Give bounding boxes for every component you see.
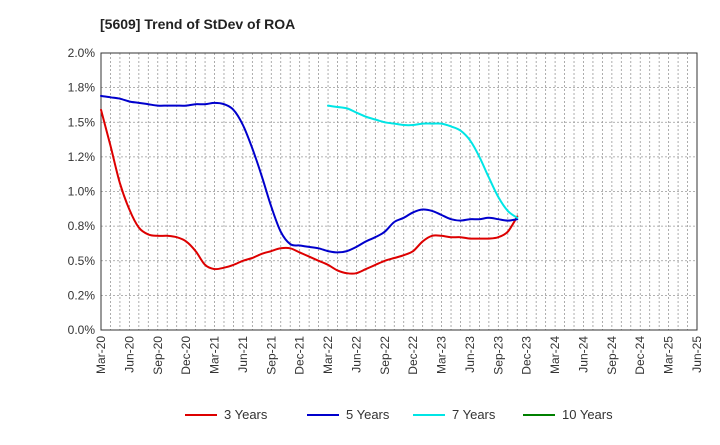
x-tick-label: Mar-21	[208, 336, 222, 374]
legend-label-7-years: 7 Years	[452, 407, 496, 422]
y-tick-label: 0.5%	[68, 254, 96, 268]
y-tick-label: 1.5%	[68, 115, 96, 129]
x-tick-label: Mar-22	[321, 336, 335, 374]
grid-layer	[100, 52, 698, 331]
y-tick-label: 2.0%	[68, 46, 96, 60]
axis-layer: 0.0% 0.2% 0.5% 0.8% 1.0% 1.2% 1.5% 1.8% 2.0% Mar-…	[68, 46, 704, 375]
series-line-5-years	[100, 94, 519, 254]
series-line-3-years	[100, 108, 519, 275]
y-tick-label: 1.8%	[68, 81, 96, 95]
y-tick-label: 0.0%	[68, 323, 96, 337]
x-tick-label: Jun-21	[236, 336, 250, 373]
legend-label-5-years: 5 Years	[346, 407, 390, 422]
series-layer	[100, 94, 519, 275]
x-tick-label: Sep-21	[264, 336, 278, 375]
x-tick-label: Sep-20	[151, 336, 165, 375]
x-tick-label: Dec-22	[406, 336, 420, 375]
x-tick-label: Mar-25	[662, 336, 676, 374]
legend-label-10-years: 10 Years	[562, 407, 613, 422]
x-tick-label: Dec-20	[179, 336, 193, 375]
series-line-7-years	[327, 104, 519, 219]
x-tick-label: Jun-20	[122, 336, 136, 373]
x-tick-label: Mar-24	[548, 336, 562, 374]
x-tick-label: Mar-23	[435, 336, 449, 374]
x-tick-label: Dec-23	[520, 336, 534, 375]
y-tick-label: 1.2%	[68, 150, 96, 164]
y-tick-label: 1.0%	[68, 185, 96, 199]
legend: 3 Years 5 Years 7 Years 10 Years	[185, 407, 613, 422]
x-tick-label: Sep-23	[491, 336, 505, 375]
x-tick-label: Dec-24	[633, 336, 647, 375]
x-tick-label: Sep-22	[378, 336, 392, 375]
x-tick-label: Jun-24	[576, 336, 590, 373]
legend-label-3-years: 3 Years	[224, 407, 268, 422]
x-tick-label: Jun-23	[463, 336, 477, 373]
x-tick-label: Mar-20	[94, 336, 108, 374]
chart-title: [5609] Trend of StDev of ROA	[100, 16, 295, 32]
plot-border	[100, 52, 698, 331]
x-tick-label: Dec-21	[293, 336, 307, 375]
x-tick-label: Jun-22	[349, 336, 363, 373]
y-tick-label: 0.8%	[68, 219, 96, 233]
x-tick-label: Jun-25	[690, 336, 704, 373]
y-tick-label: 0.2%	[68, 288, 96, 302]
x-tick-label: Sep-24	[605, 336, 619, 375]
